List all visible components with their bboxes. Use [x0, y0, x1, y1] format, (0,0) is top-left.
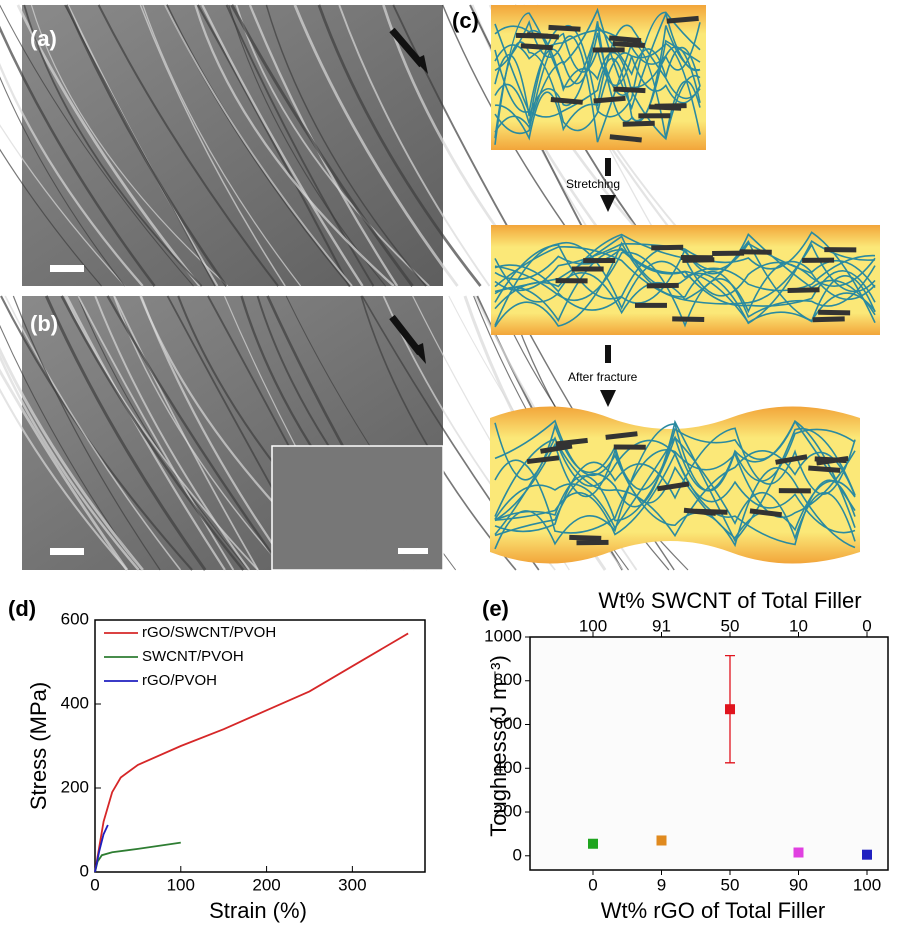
legend-label: SWCNT/PVOH: [142, 648, 244, 665]
top-tick-label: 91: [652, 616, 671, 635]
x-tick-label: 0: [588, 875, 597, 894]
top-axis-label: Wt% SWCNT of Total Filler: [598, 588, 861, 613]
filler-sheet: [623, 121, 655, 127]
panel-label: (b): [30, 311, 58, 336]
filler-sheet: [802, 258, 834, 263]
top-tick-label: 50: [721, 616, 740, 635]
scale-bar: [50, 548, 84, 555]
top-tick-label: 100: [579, 616, 607, 635]
data-point: [862, 850, 872, 860]
y-tick-label: 0: [80, 861, 89, 880]
filler-sheet: [647, 283, 679, 288]
legend-label: rGO/SWCNT/PVOH: [142, 624, 276, 641]
arrow: [605, 158, 611, 176]
y-axis-label: Stress (MPa): [26, 682, 51, 810]
filler-sheet: [556, 278, 588, 283]
data-point: [657, 835, 667, 845]
filler-sheet: [638, 113, 670, 118]
y-tick-label: 800: [494, 670, 522, 689]
filler-sheet: [779, 488, 811, 493]
filler-sheet: [712, 251, 744, 256]
filler-sheet: [583, 258, 615, 263]
filler-sheet: [651, 245, 683, 251]
filler-sheet: [740, 249, 772, 254]
filler-sheet: [787, 287, 819, 293]
y-tick-label: 200: [61, 777, 89, 796]
x-axis-label: Wt% rGO of Total Filler: [601, 898, 826, 923]
step-label: After fracture: [568, 370, 638, 384]
y-tick-label: 400: [61, 693, 89, 712]
y-tick-label: 400: [494, 758, 522, 777]
filler-sheet: [824, 247, 856, 252]
x-tick-label: 90: [789, 875, 808, 894]
y-tick-label: 600: [61, 609, 89, 628]
x-tick-label: 50: [721, 875, 740, 894]
top-tick-label: 0: [862, 616, 871, 635]
filler-sheet: [569, 535, 601, 541]
filler-sheet: [572, 267, 604, 272]
page: (a) (b) (c) Stretching After fracture (d…: [0, 0, 897, 936]
y-tick-label: 200: [494, 802, 522, 821]
panel-label: (e): [482, 596, 509, 621]
x-tick-label: 100: [853, 875, 881, 894]
x-tick-label: 0: [90, 875, 99, 894]
filler-sheet: [593, 47, 625, 52]
data-point: [588, 839, 598, 849]
filler-sheet: [818, 310, 850, 316]
x-tick-label: 200: [252, 875, 280, 894]
y-tick-label: 1000: [484, 626, 522, 645]
panel-label: (c): [452, 8, 479, 33]
x-tick-label: 300: [338, 875, 366, 894]
step-label: Stretching: [566, 177, 620, 191]
y-tick-label: 0: [513, 845, 522, 864]
filler-sheet: [576, 540, 608, 545]
data-point: [725, 704, 735, 714]
line: [95, 633, 408, 872]
filler-sheet: [681, 255, 713, 260]
legend-label: rGO/PVOH: [142, 672, 217, 689]
top-tick-label: 10: [789, 616, 808, 635]
scale-bar: [398, 548, 428, 554]
data-point: [794, 847, 804, 857]
filler-sheet: [635, 303, 667, 308]
filler-sheet: [813, 316, 845, 322]
filler-sheet: [672, 316, 704, 322]
panel-label: (d): [8, 596, 36, 621]
plot-frame: [530, 637, 888, 870]
arrow-head: [600, 390, 616, 407]
figure: (a) (b) (c) Stretching After fracture (d…: [0, 0, 897, 931]
x-tick-label: 9: [657, 875, 666, 894]
x-tick-label: 100: [167, 875, 195, 894]
x-axis-label: Strain (%): [209, 898, 307, 923]
y-tick-label: 600: [494, 714, 522, 733]
line: [95, 843, 181, 872]
panel-label: (a): [30, 26, 57, 51]
filler-sheet: [614, 444, 646, 449]
scale-bar: [50, 265, 84, 272]
arrow: [605, 345, 611, 363]
